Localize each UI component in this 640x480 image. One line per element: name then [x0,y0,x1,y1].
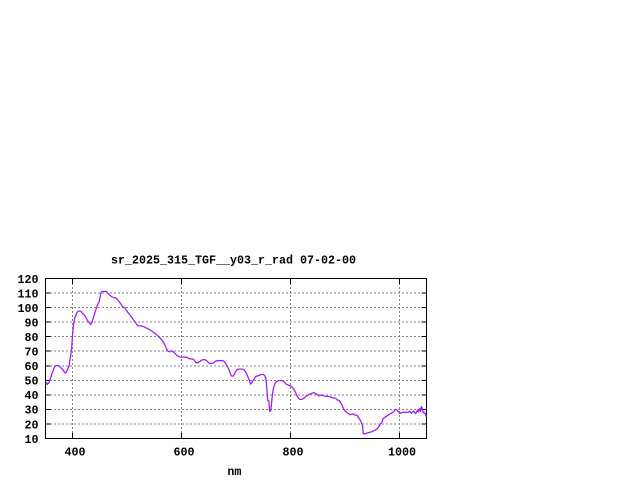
svg-text:120: 120 [18,273,39,287]
svg-text:90: 90 [25,316,39,330]
svg-text:50: 50 [25,375,39,389]
svg-text:20: 20 [25,418,39,432]
svg-text:80: 80 [25,331,39,345]
svg-text:nm: nm [227,465,241,479]
svg-text:100: 100 [18,302,39,316]
svg-text:40: 40 [25,389,39,403]
svg-text:800: 800 [283,446,304,460]
svg-text:110: 110 [18,287,39,301]
svg-text:400: 400 [65,446,86,460]
svg-text:10: 10 [25,433,39,447]
svg-text:600: 600 [174,446,195,460]
svg-text:60: 60 [25,360,39,374]
svg-text:30: 30 [25,404,39,418]
svg-text:sr_2025_315_TGF__y03_r_rad 07-: sr_2025_315_TGF__y03_r_rad 07-02-00 [111,254,356,268]
svg-text:1000: 1000 [388,446,416,460]
svg-text:70: 70 [25,346,39,360]
